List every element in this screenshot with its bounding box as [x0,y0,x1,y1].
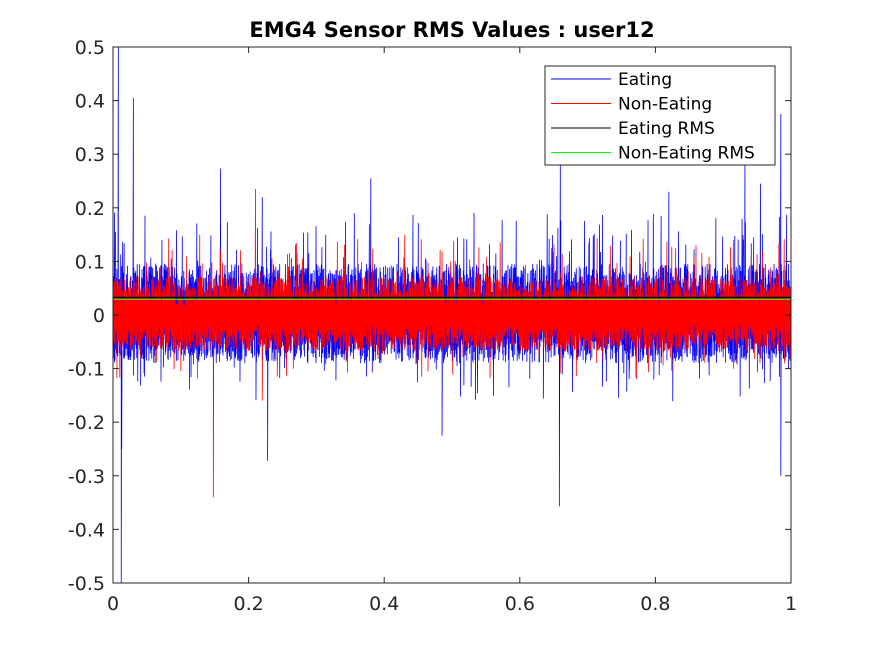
y-tick-label: -0.3 [68,466,105,488]
x-tick-label: 0.2 [233,593,263,615]
legend-box [544,65,776,166]
axes: 0.50.40.30.20.10-0.1-0.2-0.3-0.4-0.50 0.2… [68,37,797,615]
y-tick-label: -0.2 [68,412,105,434]
y-tick-label: 0.3 [75,144,105,166]
y-tick-label: -0.5 [68,573,105,595]
x-tick-label: 0 [107,593,119,615]
x-tick-label: 0.6 [505,593,535,615]
legend: Eating Non-Eating Eating RMS Non-Eating RMS [544,65,776,166]
x-tick-label: 1 [785,593,797,615]
chart-title: EMG4 Sensor RMS Values : user12 [249,18,655,42]
series-line-non-eating [113,189,791,498]
y-tick-label: 0.2 [75,198,105,220]
y-tick-label: 0.5 [75,37,105,59]
y-tick-label: -0.1 [68,359,105,381]
plot-area [113,47,791,583]
x-tick-label: 0.4 [369,593,399,615]
legend-label: Non-Eating [618,95,712,115]
legend-label: Eating RMS [618,119,715,139]
plot-clip-group [113,47,791,583]
y-tick-label: -0.4 [68,519,105,541]
y-tick-label: 0.4 [75,91,105,113]
legend-label: Non-Eating RMS [618,144,755,164]
y-tick-label: 0.1 [75,251,105,273]
legend-label: Eating [618,70,672,90]
x-tick-label: 0.8 [640,593,670,615]
y-tick-label: 0 [93,305,105,327]
